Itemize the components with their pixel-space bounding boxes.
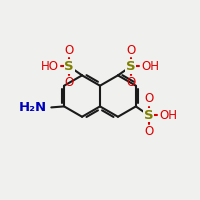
Text: O: O xyxy=(126,44,135,57)
Text: H₂N: H₂N xyxy=(18,101,46,114)
Text: S: S xyxy=(144,109,153,122)
Text: OH: OH xyxy=(160,109,178,122)
Text: O: O xyxy=(144,92,153,105)
Text: O: O xyxy=(65,76,74,89)
Text: S: S xyxy=(64,60,74,73)
Text: O: O xyxy=(65,44,74,57)
Text: OH: OH xyxy=(142,60,160,73)
Text: HO: HO xyxy=(40,60,58,73)
Text: S: S xyxy=(126,60,136,73)
Text: O: O xyxy=(144,125,153,138)
Text: O: O xyxy=(126,76,135,89)
